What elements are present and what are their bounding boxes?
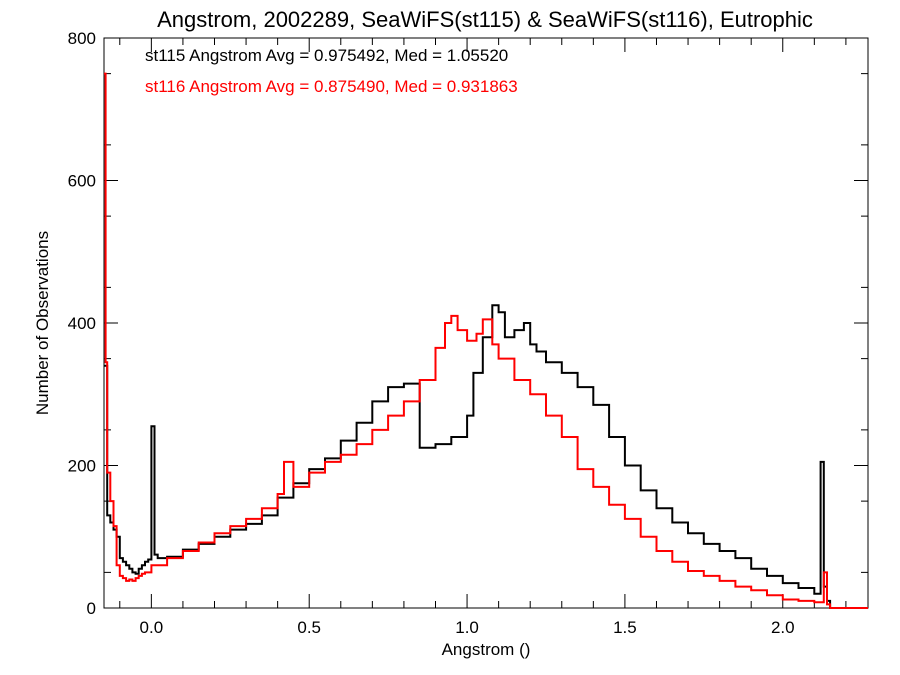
series-line-1 [104, 304, 868, 609]
x-tick-label: 1.0 [455, 618, 479, 637]
x-tick-label: 0.5 [297, 618, 321, 637]
chart-title: Angstrom, 2002289, SeaWiFS(st115) & SeaW… [157, 7, 813, 32]
x-axis-label: Angstrom () [442, 640, 531, 659]
y-axis-label: Number of Observations [33, 231, 52, 415]
annotation-st116: st116 Angstrom Avg = 0.875490, Med = 0.9… [145, 77, 518, 96]
series-layer [104, 72, 868, 609]
annotation-st115: st115 Angstrom Avg = 0.975492, Med = 1.0… [145, 46, 508, 65]
y-tick-label: 800 [68, 29, 96, 48]
x-axis: 0.0 0.5 1.0 1.5 2.0 [119, 38, 847, 637]
y-tick-label: 200 [68, 457, 96, 476]
y-axis: 0 200 400 600 800 [68, 29, 868, 618]
y-tick-label: 400 [68, 314, 96, 333]
x-tick-label: 2.0 [771, 618, 795, 637]
y-tick-label: 600 [68, 172, 96, 191]
series-line-2 [104, 72, 868, 609]
y-tick-label: 0 [87, 599, 96, 618]
x-tick-label: 1.5 [613, 618, 637, 637]
x-tick-label: 0.0 [140, 618, 164, 637]
